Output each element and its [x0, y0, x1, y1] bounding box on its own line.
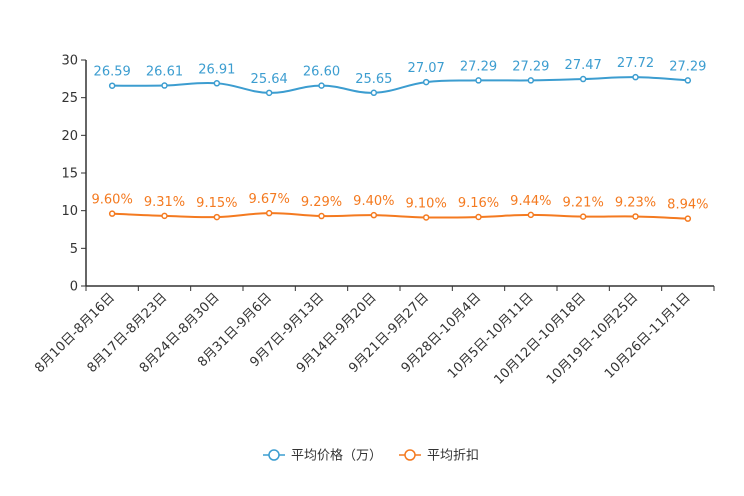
data-label: 27.07: [408, 61, 445, 76]
data-point: [161, 82, 168, 89]
data-label: 9.29%: [301, 195, 342, 210]
data-point: [265, 89, 273, 97]
data-label: 27.29: [460, 59, 497, 74]
data-point: [579, 213, 587, 220]
y-tick-label: 15: [61, 167, 78, 182]
series-line: [112, 76, 688, 94]
data-point: [213, 213, 221, 221]
data-point: [370, 211, 378, 219]
legend: 平均价格（万） 平均折扣: [263, 448, 479, 464]
data-label: 26.61: [146, 65, 183, 80]
data-label: 27.29: [512, 59, 549, 74]
data-point: [632, 73, 639, 81]
y-tick-label: 25: [61, 91, 78, 106]
data-label: 8.94%: [667, 198, 708, 213]
data-point: [422, 78, 430, 86]
data-point: [527, 211, 535, 219]
data-label: 9.67%: [249, 192, 290, 207]
x-tick-label: 10月19日-10月25日: [544, 290, 641, 387]
y-tick-label: 20: [61, 129, 78, 144]
legend-label: 平均价格（万）: [291, 448, 382, 464]
data-point: [108, 82, 116, 89]
data-label: 26.91: [198, 62, 235, 77]
data-label: 27.29: [669, 59, 706, 74]
series-layer: 26.59 26.61 26.91 25.64 26.60 25.65 27.07 27.29…: [92, 56, 708, 222]
data-label: 9.40%: [353, 194, 394, 209]
data-point: [684, 215, 692, 222]
data-point: [318, 82, 325, 89]
data-point: [370, 89, 378, 97]
data-label: 25.65: [355, 72, 392, 87]
y-tick-label: 5: [70, 242, 78, 257]
data-label: 9.23%: [615, 195, 656, 210]
axes: 0510152025308月10日-8月16日8月17日-8月23日8月24日-…: [32, 54, 715, 388]
series-1: 26.59 26.61 26.91 25.64 26.60 25.65 27.07 27.29…: [94, 56, 706, 97]
data-point: [527, 77, 535, 84]
data-label: 27.72: [617, 56, 654, 71]
data-point: [684, 77, 692, 84]
data-point: [422, 214, 430, 221]
data-label: 9.21%: [563, 196, 604, 211]
legend-marker: [268, 449, 280, 461]
data-label: 9.44%: [510, 194, 551, 209]
legend-marker: [404, 449, 416, 461]
data-point: [579, 75, 587, 83]
y-tick-label: 30: [61, 54, 78, 69]
data-point: [475, 213, 482, 221]
data-label: 9.15%: [196, 196, 237, 211]
data-label: 9.31%: [144, 195, 185, 210]
data-point: [318, 212, 325, 220]
x-tick-label: 10月12日-10月18日: [492, 290, 589, 387]
data-point: [265, 209, 273, 217]
data-label: 9.16%: [458, 196, 499, 211]
series-2: 9.60% 9.31% 9.15% 9.67% 9.29% 9.40% 9.10% 9.16%…: [92, 192, 708, 222]
data-point: [632, 213, 639, 220]
data-label: 26.60: [303, 65, 340, 80]
data-label: 25.64: [251, 72, 288, 87]
data-point: [161, 212, 168, 220]
data-label: 9.10%: [406, 196, 447, 211]
data-label: 9.60%: [92, 193, 133, 208]
data-point: [108, 210, 116, 217]
legend-label: 平均折扣: [427, 449, 479, 464]
data-label: 27.47: [565, 58, 602, 73]
series-line: [112, 212, 688, 220]
y-tick-label: 0: [70, 280, 78, 295]
data-point: [213, 80, 221, 87]
data-label: 26.59: [94, 65, 131, 80]
y-tick-label: 10: [61, 204, 78, 219]
data-point: [475, 77, 482, 84]
